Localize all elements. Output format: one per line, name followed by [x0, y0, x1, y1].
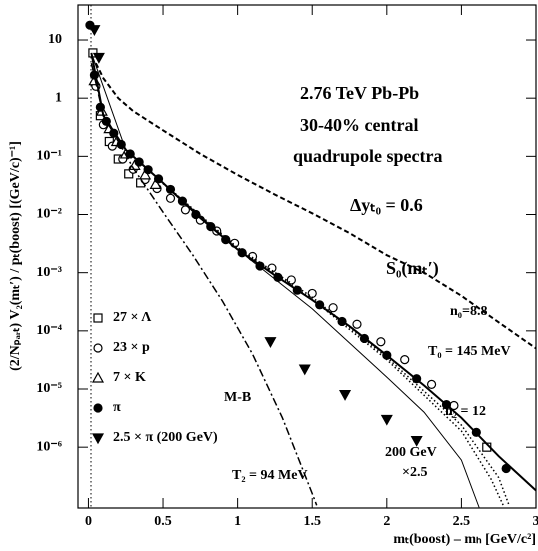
x-tick-label: 0.5: [154, 514, 172, 529]
y-tick-label: 10⁻⁵: [36, 381, 62, 396]
marker: [93, 313, 103, 323]
legend-label: 27 × Λ: [113, 310, 151, 325]
y-tick-label: 10: [48, 32, 62, 47]
marker: [307, 288, 317, 299]
x-tick-label: 3: [533, 514, 538, 529]
marker: [376, 337, 386, 347]
annotation: T₀ = 145 MeV: [428, 344, 511, 359]
marker: [93, 343, 103, 353]
x-tick-label: 0: [85, 514, 92, 529]
marker: [264, 337, 277, 348]
annotation: n₀=8.8: [450, 304, 487, 319]
marker: [328, 303, 338, 313]
marker: [400, 355, 410, 365]
marker: [380, 414, 393, 426]
x-tick-label: 1: [234, 514, 241, 529]
legend-label: π: [113, 400, 121, 415]
curve: [95, 62, 537, 350]
x-axis-label: mₜ(boost) – mₕ [GeV/c²]: [393, 532, 536, 547]
y-tick-label: 10⁻⁶: [36, 439, 62, 454]
marker: [180, 205, 191, 215]
curve: [90, 63, 318, 506]
annotation: 30-40% central: [300, 115, 418, 135]
marker: [91, 433, 105, 445]
y-tick-label: 10⁻²: [36, 207, 62, 222]
annotation: quadrupole spectra: [293, 146, 443, 166]
y-axis-label: (2/Nₚₐᵣₜ) V₂(mₜ′) / pₜ(boost) [(GeV/c)⁻¹…: [8, 141, 23, 371]
y-tick-label: 1: [55, 90, 62, 105]
y-tick-label: 10⁻¹: [36, 149, 62, 164]
annotation: 200 GeV: [385, 445, 437, 460]
annotation: M-B: [224, 390, 251, 405]
y-tick-label: 10⁻³: [36, 265, 62, 280]
marker: [501, 463, 511, 474]
marker: [352, 319, 362, 329]
annotation: ×2.5: [402, 465, 427, 480]
x-tick-label: 2.5: [453, 514, 471, 529]
marker: [426, 379, 437, 390]
legend-label: 7 × K: [113, 370, 146, 385]
marker: [298, 364, 311, 376]
x-tick-label: 2: [383, 514, 390, 529]
marker: [165, 193, 176, 203]
marker: [339, 390, 352, 401]
curve: [90, 52, 480, 509]
curve: [162, 182, 510, 506]
marker: [88, 25, 101, 37]
marker: [149, 178, 162, 189]
annotation: Δyₜ₀ = 0.6: [350, 195, 423, 215]
marker: [92, 52, 105, 64]
curve: [162, 183, 504, 506]
y-tick-label: 10⁻⁴: [36, 323, 62, 338]
annotation: 2.76 TeV Pb-Pb: [300, 83, 419, 103]
marker: [410, 435, 423, 447]
marker: [139, 168, 152, 180]
legend-label: 23 × p: [113, 340, 150, 355]
legend-label: 2.5 × π (200 GeV): [113, 430, 218, 445]
annotation: T₂ = 94 MeV: [232, 468, 308, 483]
marker: [91, 371, 105, 383]
x-tick-label: 1.5: [303, 514, 321, 529]
plot-frame: [77, 4, 537, 509]
marker: [93, 403, 103, 413]
